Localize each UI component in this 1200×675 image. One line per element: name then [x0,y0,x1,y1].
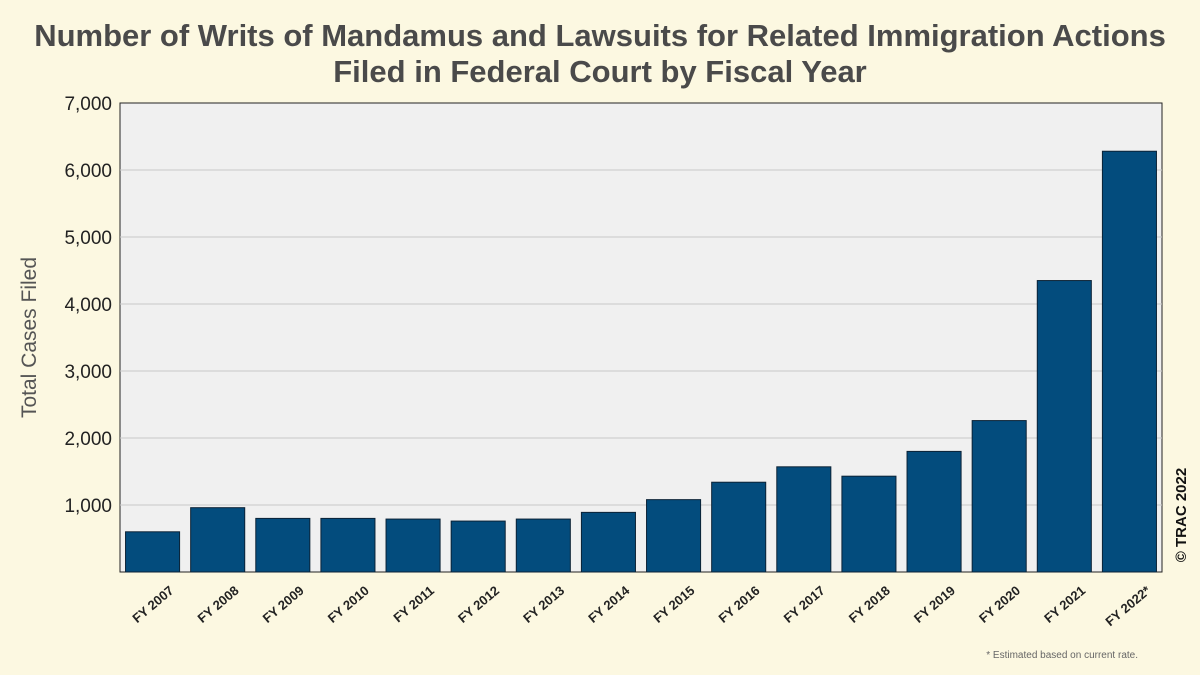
chart-title-line-1: Number of Writs of Mandamus and Lawsuits… [34,18,1166,53]
bar [515,518,571,573]
x-tick-label: FY 2008 [194,583,241,626]
bar [320,517,376,573]
x-tick-label: FY 2007 [129,583,176,626]
bar [841,475,897,573]
x-tick-label: FY 2009 [260,583,307,626]
chart-title-line-2: Filed in Federal Court by Fiscal Year [333,54,867,89]
bar [1101,150,1157,573]
bar [190,507,246,573]
x-tick-label: FY 2010 [325,583,372,626]
y-tick-label: 5,000 [64,228,112,249]
y-tick-label: 6,000 [64,161,112,182]
x-tick-label: FY 2019 [911,583,958,626]
bar [450,520,506,573]
y-tick-label: 7,000 [64,94,112,115]
x-tick-label: FY 2012 [455,583,502,626]
x-tick-label: FY 2022* [1102,582,1154,629]
bar [776,466,832,573]
bar [580,511,636,573]
x-tick-label: FY 2011 [390,583,437,625]
bars [125,150,1157,573]
chart-title: Number of Writs of Mandamus and Lawsuits… [0,18,1200,90]
x-tick-label: FY 2018 [846,583,893,626]
y-axis-ticks: 1,000 2,000 3,000 4,000 5,000 6,000 7,000 [64,94,112,517]
x-tick-label: FY 2020 [976,583,1023,626]
x-tick-label: FY 2015 [650,583,697,626]
y-tick-label: 4,000 [64,295,112,316]
x-tick-label: FY 2017 [781,583,828,626]
bar [125,531,181,573]
y-axis-title: Total Cases Filed [18,257,41,418]
bar [1036,280,1092,573]
y-tick-label: 1,000 [64,496,112,517]
bar [971,420,1027,573]
bar [385,518,441,573]
bar [711,481,767,573]
x-tick-label: FY 2016 [715,583,762,626]
x-tick-label: FY 2021 [1041,583,1088,626]
bar [906,450,962,573]
y-tick-label: 2,000 [64,429,112,450]
footnote: * Estimated based on current rate. [986,650,1138,661]
bar [255,517,311,573]
x-axis-labels: FY 2007 FY 2008 FY 2009 FY 2010 FY 2011 FY 20… [129,582,1154,629]
copyright-label: © TRAC 2022 [1173,468,1190,562]
x-tick-label: FY 2014 [585,582,633,625]
y-tick-label: 3,000 [64,362,112,383]
x-tick-label: FY 2013 [520,583,567,626]
bar [646,499,702,573]
